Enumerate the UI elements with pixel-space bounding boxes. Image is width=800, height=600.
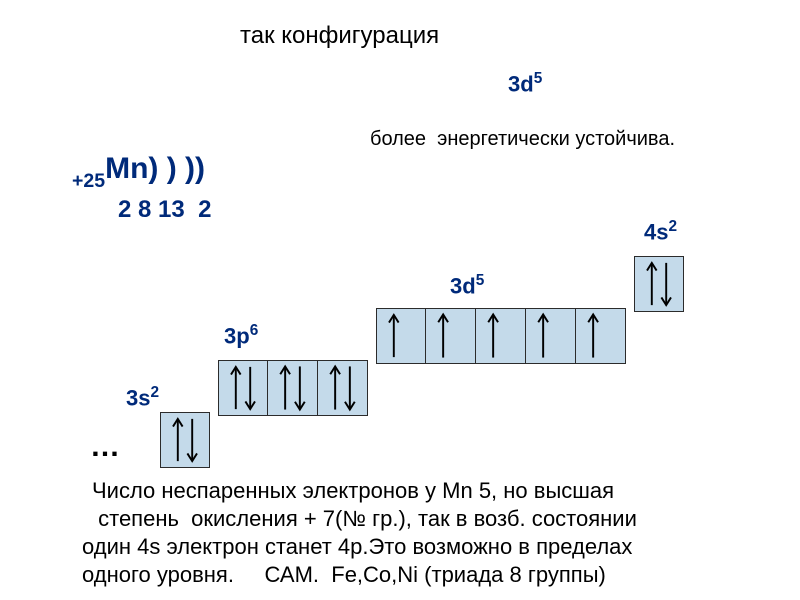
body-line-3: один 4s электрон станет 4p.Это возможно … [82,534,632,560]
orbital-3s [160,412,210,468]
config-3d5-top: 3d5 [508,70,542,97]
label-4s: 4s2 [644,218,677,245]
orbital-box [268,360,318,416]
title-line: так конфигурация [240,22,439,50]
orbital-box [318,360,368,416]
body-line-4: одного уровня. САМ. Fe,Co,Ni (триада 8 г… [82,562,606,588]
orbital-4s [634,256,684,312]
orbital-box [576,308,626,364]
mn-body: Mn) ) )) [105,152,205,185]
energetic-text: более энергетически устойчива. [370,128,675,151]
body-line-1: Число неспаренных электронов у Mn 5, но … [92,478,614,504]
orbital-box [476,308,526,364]
orbital-3p [218,360,368,416]
orbital-box [376,308,426,364]
mn-charge: +25 [72,170,105,192]
orbital-box [634,256,684,312]
body-line-2: степень окисления + 7(№ гр.), так в возб… [92,506,637,532]
orbital-box [218,360,268,416]
label-3s: 3s2 [126,384,159,411]
orbital-box [526,308,576,364]
config-3d5-exp: 5 [534,70,543,87]
orbital-3d [376,308,626,364]
orbital-box [426,308,476,364]
ellipsis: … [90,430,120,464]
mn-notation: +25Mn) ) )) [72,152,205,186]
label-3p: 3p6 [224,322,258,349]
label-3d: 3d5 [450,272,484,299]
config-3d5-prefix: 3d [508,71,534,96]
orbital-box [160,412,210,468]
shells: 2 8 13 2 [118,196,211,224]
